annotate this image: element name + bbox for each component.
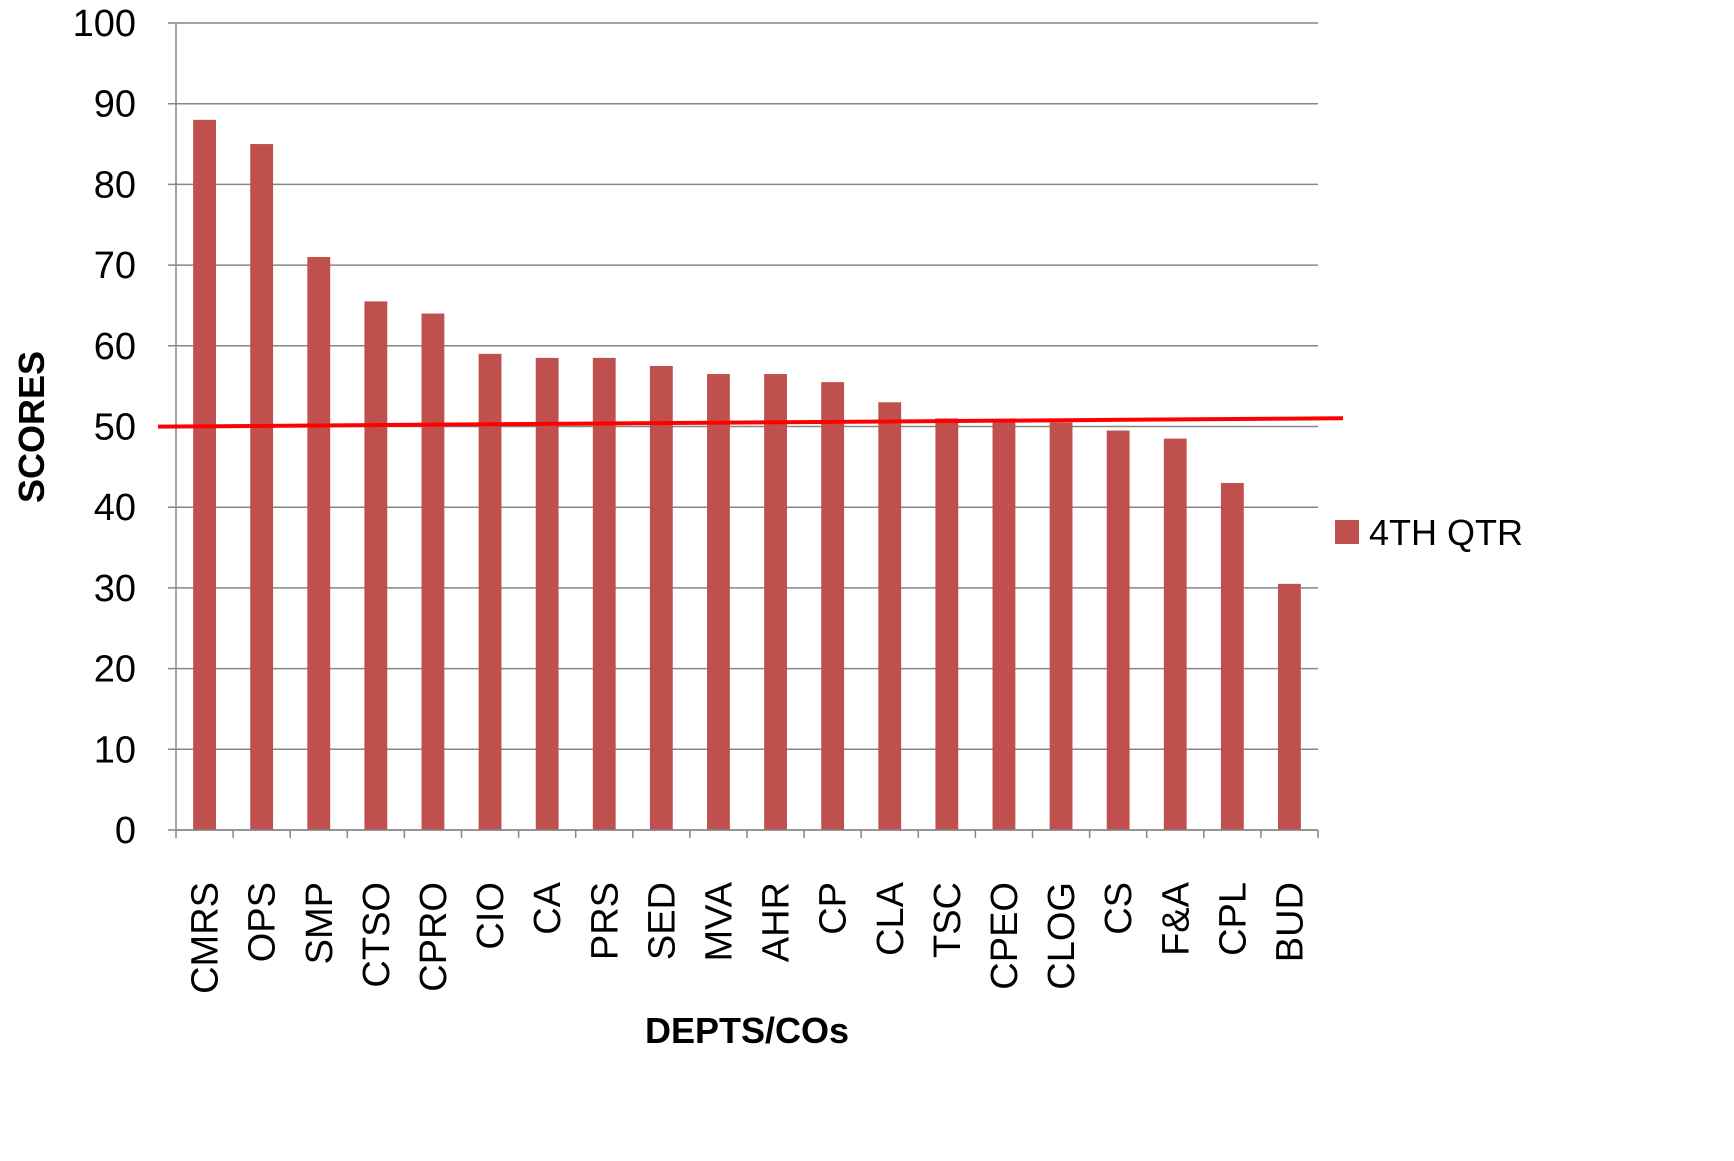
bar bbox=[1049, 422, 1073, 830]
x-tick-label: BUD bbox=[1269, 882, 1311, 962]
x-tick-label: CPEO bbox=[984, 882, 1026, 990]
y-tick-label: 80 bbox=[94, 164, 136, 206]
y-tick-label: 70 bbox=[94, 245, 136, 287]
y-tick-label: 30 bbox=[94, 568, 136, 610]
y-tick-label: 10 bbox=[94, 729, 136, 771]
bar bbox=[707, 374, 730, 830]
x-tick-label: SMP bbox=[299, 882, 341, 964]
x-tick-label: CLA bbox=[870, 881, 912, 956]
x-tick-label: F&A bbox=[1155, 881, 1197, 956]
x-tick-label: OPS bbox=[242, 882, 284, 962]
bar bbox=[592, 357, 616, 830]
bar bbox=[307, 257, 331, 830]
y-tick-label: 60 bbox=[94, 326, 136, 368]
x-tick-label: SED bbox=[641, 882, 683, 960]
bar bbox=[364, 301, 388, 830]
x-tick-label: TSC bbox=[927, 882, 969, 958]
bar bbox=[764, 374, 787, 830]
bar bbox=[1278, 583, 1301, 830]
bar bbox=[250, 144, 274, 831]
x-tick-label: CP bbox=[813, 882, 855, 935]
bar bbox=[1106, 430, 1130, 830]
y-tick-label: 40 bbox=[94, 487, 136, 529]
reference-line-group bbox=[157, 416, 1344, 429]
legend: 4TH QTR bbox=[1335, 512, 1523, 553]
bar bbox=[878, 402, 902, 830]
x-tick-label: PRS bbox=[584, 882, 626, 960]
x-tick-label: CPRO bbox=[413, 882, 455, 992]
bar bbox=[992, 422, 1016, 830]
y-tick-label: 20 bbox=[94, 649, 136, 691]
x-tick-label: CS bbox=[1098, 882, 1140, 935]
x-tick-label: CTSO bbox=[356, 882, 398, 988]
bars bbox=[193, 119, 1301, 831]
y-tick-label: 50 bbox=[94, 407, 136, 449]
y-tick-label: 0 bbox=[115, 810, 136, 852]
legend-swatch bbox=[1335, 520, 1359, 544]
x-tick-label: CPL bbox=[1212, 882, 1254, 956]
y-tick-label: 90 bbox=[94, 84, 136, 126]
bar bbox=[1163, 438, 1187, 830]
bar bbox=[649, 365, 673, 830]
x-tick-label: AHR bbox=[756, 882, 798, 962]
y-tick-label: 100 bbox=[73, 3, 136, 45]
bar bbox=[421, 313, 445, 830]
x-tick-label: MVA bbox=[698, 881, 740, 961]
x-tick-label: CMRS bbox=[185, 882, 227, 994]
y-axis-title: SCORES bbox=[11, 351, 52, 503]
bar bbox=[535, 357, 559, 830]
bar bbox=[478, 353, 502, 830]
x-tick-label: CIO bbox=[470, 882, 512, 950]
bar bbox=[935, 418, 959, 830]
legend-label: 4TH QTR bbox=[1369, 512, 1523, 553]
bar bbox=[1220, 482, 1244, 830]
x-tick-label: CA bbox=[527, 881, 569, 934]
x-axis-title: DEPTS/COs bbox=[645, 1010, 849, 1051]
axes bbox=[175, 23, 1319, 838]
tick-labels: 0 10 20 30 40 50 60 70 80 90 100 CMRS OPS SMP CTSO CPRO… bbox=[73, 3, 1312, 994]
x-tick-label: CLOG bbox=[1041, 882, 1083, 990]
bar bbox=[193, 119, 216, 831]
reference-line bbox=[157, 416, 1344, 429]
bar bbox=[821, 382, 845, 830]
